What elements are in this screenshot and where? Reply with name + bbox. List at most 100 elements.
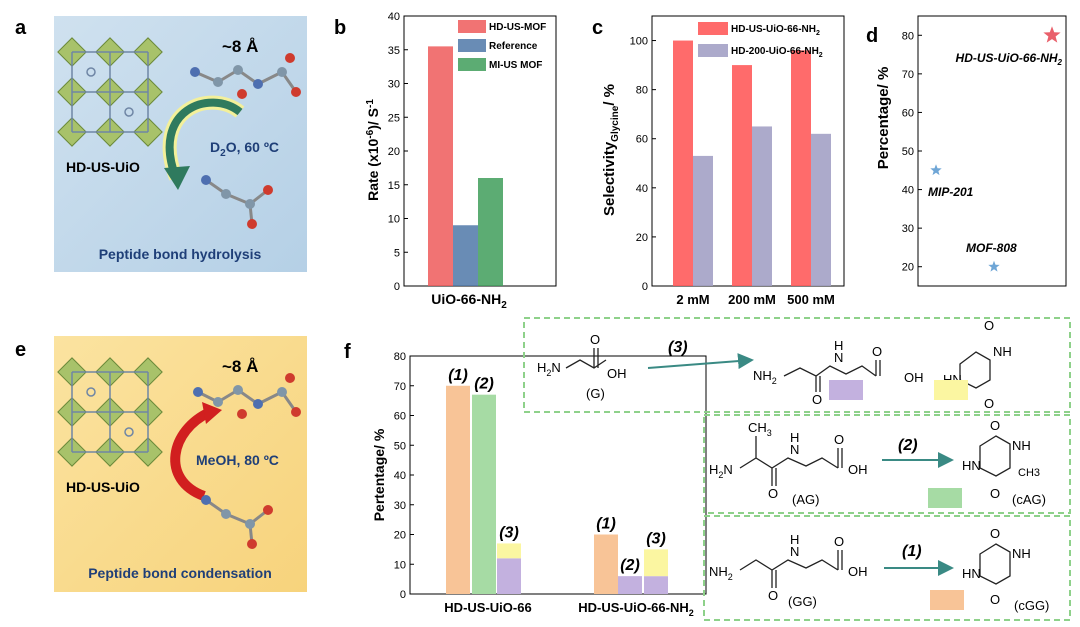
cag-ch3: CH3 bbox=[1018, 467, 1040, 479]
ag-h2n: H2N bbox=[709, 462, 733, 480]
chart-d-ylabel: Percentage/ % bbox=[875, 67, 892, 170]
mof-name-e: HD-US-UiO bbox=[66, 479, 140, 495]
ag-name: (AG) bbox=[792, 492, 819, 507]
chart-f-bar-label: (2) bbox=[474, 376, 494, 393]
chart-b-ytick-label: 35 bbox=[388, 45, 400, 57]
chart-b-legend-label: Reference bbox=[489, 41, 538, 52]
reaction-box-3 bbox=[523, 317, 1071, 413]
glycine-name: (G) bbox=[586, 386, 605, 401]
chart-f-ylabel: Pertentage/ % bbox=[371, 428, 387, 521]
chart-f-bar-label: (2) bbox=[620, 557, 640, 574]
dkp-3-o-bottom: O bbox=[984, 396, 994, 411]
reaction-arrowhead-e bbox=[202, 402, 222, 424]
chart-c-ytick-label: 60 bbox=[636, 134, 648, 146]
chart-c-bar bbox=[791, 50, 811, 287]
color-swatch-purple bbox=[829, 380, 863, 400]
chart-c-ytick-label: 0 bbox=[642, 281, 648, 293]
chart-d-ytick-label: 40 bbox=[902, 185, 914, 197]
panel-label-f: f bbox=[344, 341, 351, 363]
panel-label-b: b bbox=[334, 17, 346, 39]
chart-b-ytick-label: 25 bbox=[388, 112, 400, 124]
chart-d-point-label: MOF-808 bbox=[966, 241, 1017, 255]
chart-f-bar-upper bbox=[497, 543, 521, 559]
panel-label-d: d bbox=[866, 25, 878, 47]
pore-size-label-a: ~8 Å bbox=[222, 37, 258, 56]
gg-skeleton bbox=[739, 550, 843, 588]
glycine-o: O bbox=[590, 332, 600, 347]
cgg-nh: NH bbox=[1012, 546, 1031, 561]
product-3-h: H bbox=[834, 338, 843, 353]
chart-b-legend-label: MI-US MOF bbox=[489, 60, 542, 71]
gg-oh: OH bbox=[848, 564, 868, 579]
molecule-bottom-a bbox=[201, 175, 273, 229]
chart-d-point-label: HD-US-UiO-66-NH2 bbox=[956, 51, 1063, 67]
chart-b-legend-swatch bbox=[458, 39, 486, 52]
glycine-skeleton bbox=[565, 348, 607, 369]
panel-a-background bbox=[54, 16, 307, 272]
chart-f-bar-label: (1) bbox=[596, 516, 616, 533]
mof-crystal-icon-a bbox=[57, 37, 163, 147]
chart-f-bar-upper bbox=[644, 549, 668, 577]
color-swatch-yellow bbox=[934, 380, 968, 400]
panel-label-e: e bbox=[15, 339, 26, 361]
chart-c-bar bbox=[752, 126, 772, 286]
chart-c-legend-swatch bbox=[698, 44, 728, 57]
chart-f-bar bbox=[446, 385, 470, 594]
chart-f-bar bbox=[594, 534, 618, 594]
chart-c-legend-swatch bbox=[698, 22, 728, 35]
chart-b-ytick-label: 0 bbox=[394, 281, 400, 293]
reaction-condition-a: D2O, 60 ºC bbox=[210, 139, 279, 159]
ag-o2: O bbox=[834, 432, 844, 447]
cgg-name: (cGG) bbox=[1014, 598, 1049, 613]
gg-o2: O bbox=[834, 534, 844, 549]
gg-o: O bbox=[768, 588, 778, 603]
color-swatch-green bbox=[928, 488, 962, 508]
chart-f-ytick-label: 30 bbox=[394, 500, 406, 512]
chart-c-legend-label: HD-US-UiO-66-NH2 bbox=[731, 24, 820, 37]
cgg-hn: HN bbox=[962, 566, 981, 581]
chart-c: 0 20 40 60 80 100 2 mM 200 mM 500 mM HD-US-UiO-66… bbox=[630, 15, 845, 307]
chart-d: 20 30 40 50 60 70 80 HD-US-UiO-66-NH2 MIP-201 MOF… bbox=[902, 15, 1067, 287]
chart-b-legend-label: HD-US-MOF bbox=[489, 22, 546, 33]
chart-b-ylabel: Rate (x10-6)/ S-1 bbox=[365, 99, 381, 201]
chart-d-ytick-label: 50 bbox=[902, 146, 914, 158]
caption-e: Peptide bond condensation bbox=[88, 565, 272, 581]
chart-c-ytick-label: 80 bbox=[636, 85, 648, 97]
glycine-h2n: H2N bbox=[537, 360, 561, 378]
chart-b-ytick-label: 15 bbox=[388, 180, 400, 192]
chart-f-ytick-label: 40 bbox=[394, 470, 406, 482]
chart-c-bar bbox=[732, 65, 752, 286]
cag-ring bbox=[979, 435, 1011, 477]
reaction-3-number: (3) bbox=[668, 339, 688, 356]
chart-c-xtick-label: 2 mM bbox=[676, 292, 709, 307]
chart-f-category-2: HD-US-UiO-66-NH2 bbox=[578, 600, 694, 618]
chart-f-bar-label: (3) bbox=[499, 524, 519, 541]
chart-b-ytick-label: 20 bbox=[388, 146, 400, 158]
ag-o: O bbox=[768, 486, 778, 501]
gg-name: (GG) bbox=[788, 594, 817, 609]
chart-d-point-label: MIP-201 bbox=[928, 185, 974, 199]
ag-h: H bbox=[790, 430, 799, 445]
ag-oh: OH bbox=[848, 462, 868, 477]
panel-label-a: a bbox=[15, 17, 27, 39]
gg-n: N bbox=[790, 544, 799, 559]
chart-f-ytick-label: 20 bbox=[394, 530, 406, 542]
color-swatch-orange bbox=[930, 590, 964, 610]
chart-c-ylabel: SelectivityGlycine/ % bbox=[601, 84, 621, 216]
chart-d-star-marker bbox=[988, 260, 1000, 272]
cag-hn: HN bbox=[962, 458, 981, 473]
chart-f: 0 10 20 30 40 50 60 70 80 (1) (2) (3) (1) (2) (3) bbox=[394, 351, 707, 601]
chart-f-bar-lower bbox=[644, 576, 668, 594]
chart-c-bar bbox=[693, 155, 713, 286]
chart-f-ytick-label: 0 bbox=[400, 589, 406, 601]
ag-ch3: CH3 bbox=[748, 420, 772, 438]
chart-c-bar bbox=[673, 40, 693, 286]
molecule-top-e bbox=[193, 373, 301, 419]
chart-d-star-marker bbox=[930, 164, 942, 176]
mof-name-a: HD-US-UiO bbox=[66, 159, 140, 175]
cgg-o-top: O bbox=[990, 526, 1000, 541]
ag-skeleton bbox=[739, 436, 843, 486]
chart-b-ytick-label: 10 bbox=[388, 214, 400, 226]
product-3-n: N bbox=[834, 350, 843, 365]
